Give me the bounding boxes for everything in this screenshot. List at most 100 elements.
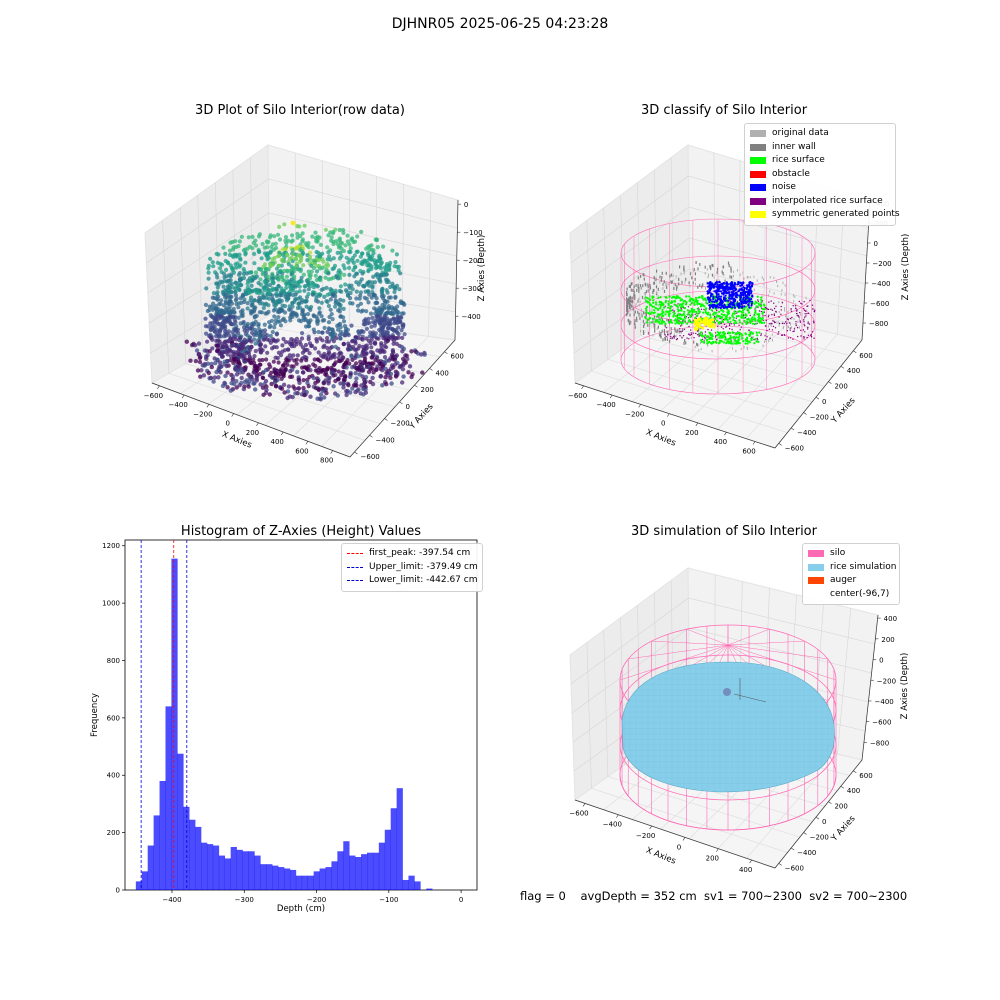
class-point [740, 288, 744, 292]
data-point [223, 373, 228, 379]
grid-line [570, 597, 875, 685]
class-point [748, 306, 751, 309]
class-point [678, 316, 681, 320]
class-point [721, 335, 724, 338]
data-point [386, 306, 391, 311]
data-point [360, 337, 365, 342]
class-point [807, 321, 809, 323]
original-point [797, 320, 799, 323]
grid-line [146, 178, 458, 264]
inner-wall-point [685, 341, 687, 345]
data-point [238, 296, 243, 301]
data-point [280, 349, 285, 354]
class-point [723, 323, 726, 325]
class-point [789, 327, 791, 329]
class-point [710, 283, 713, 287]
class-point [728, 316, 732, 319]
class-point [735, 315, 739, 318]
original-point [742, 271, 744, 275]
class-point [713, 285, 716, 288]
data-point [348, 246, 353, 251]
data-point [384, 382, 389, 387]
grid-line [586, 642, 592, 789]
data-point [253, 387, 258, 392]
grid-line [653, 170, 658, 324]
class-point [737, 289, 741, 292]
class-point [706, 342, 709, 345]
class-point [755, 340, 758, 343]
class-point [710, 293, 714, 296]
data-point [250, 377, 255, 382]
inner-wall-point [649, 283, 651, 287]
data-point [347, 242, 352, 247]
auger-marker [723, 688, 731, 696]
class-point [778, 322, 781, 325]
class-point [738, 324, 740, 326]
original-point [743, 346, 745, 349]
data-point [188, 358, 193, 363]
class-point [731, 315, 734, 318]
original-point [637, 298, 639, 302]
data-point [212, 375, 217, 380]
x-tick-label: 600 [742, 448, 755, 456]
data-point [306, 384, 311, 389]
data-point [321, 381, 326, 386]
data-point [268, 264, 273, 269]
data-point [300, 350, 305, 355]
original-point [733, 280, 735, 284]
class-point [734, 287, 737, 290]
legend-item: original data [750, 127, 890, 141]
data-point [397, 287, 402, 292]
data-point [308, 307, 313, 312]
data-point [327, 314, 332, 320]
center-marker [733, 693, 767, 703]
data-point [346, 347, 351, 352]
class-point [777, 333, 779, 335]
data-point [353, 389, 358, 395]
data-point [350, 301, 355, 306]
class-point [696, 323, 700, 326]
inner-wall-point [643, 273, 645, 277]
data-point [262, 322, 267, 327]
class-point [748, 288, 751, 291]
class-point [716, 334, 719, 337]
data-point [193, 358, 199, 364]
data-point [311, 285, 316, 290]
grid-line [631, 311, 740, 402]
data-point [378, 279, 383, 284]
class-point [716, 314, 719, 317]
data-point [339, 289, 344, 294]
class-point [803, 338, 805, 340]
data-point [325, 345, 330, 351]
original-point [715, 337, 717, 340]
data-point [331, 384, 336, 389]
x-tick-label: 200 [706, 855, 719, 863]
class-point [656, 315, 659, 318]
data-point [391, 341, 396, 346]
data-point [224, 267, 229, 272]
histogram-bar [408, 875, 415, 890]
class-point [682, 318, 685, 321]
data-point [351, 268, 356, 273]
class-point [750, 284, 754, 287]
data-point [409, 349, 414, 354]
class-point [717, 306, 721, 309]
class-point [679, 325, 682, 327]
data-point [364, 246, 369, 251]
class-point [664, 334, 666, 336]
class-point [675, 338, 678, 341]
class-point [760, 296, 763, 299]
data-point [273, 321, 278, 326]
class-point [690, 329, 692, 331]
class-point [726, 288, 730, 291]
inner-wall-point [637, 285, 639, 289]
class-point [734, 283, 737, 286]
class-point [684, 303, 688, 306]
data-point [205, 339, 210, 344]
inner-wall-point [629, 285, 631, 289]
inner-wall-point [642, 284, 644, 288]
inner-wall-point [636, 319, 638, 322]
original-point [704, 272, 706, 275]
original-point [700, 347, 702, 351]
data-point [344, 392, 349, 398]
